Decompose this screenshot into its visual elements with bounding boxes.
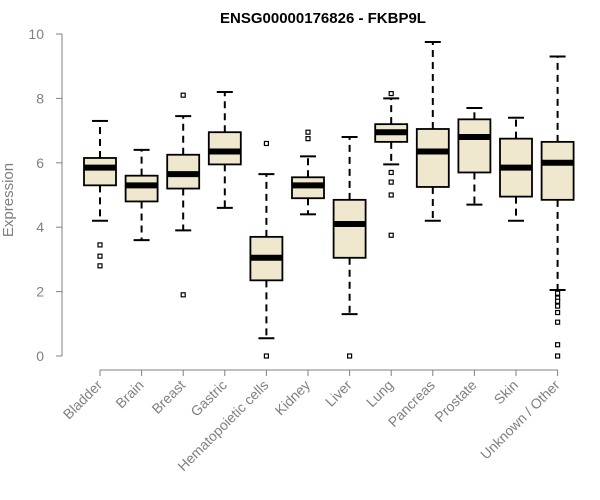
box-lung bbox=[374, 90, 409, 238]
boxes-group bbox=[83, 41, 575, 359]
box-brain bbox=[124, 148, 159, 242]
y-tick-label: 6 bbox=[36, 155, 44, 171]
x-tick-label: Kidney bbox=[272, 377, 314, 419]
outlier-point bbox=[180, 292, 186, 298]
box-iqr bbox=[83, 157, 117, 187]
box-iqr bbox=[332, 198, 367, 259]
y-tick-label: 8 bbox=[36, 90, 44, 106]
box-unknown-other bbox=[540, 55, 575, 359]
outlier-point bbox=[97, 242, 103, 248]
outlier-point bbox=[388, 169, 394, 176]
y-tick-label: 4 bbox=[36, 219, 44, 235]
outlier-point bbox=[388, 179, 394, 185]
x-tick-label: Skin bbox=[491, 377, 522, 408]
box-prostate bbox=[457, 107, 492, 206]
box-breast bbox=[166, 92, 201, 298]
x-tick-label: Breast bbox=[148, 377, 188, 417]
box-iqr bbox=[207, 131, 242, 166]
outlier-point bbox=[180, 92, 186, 98]
outlier-point bbox=[554, 303, 561, 309]
outlier-point bbox=[554, 342, 561, 348]
outlier-point bbox=[554, 309, 561, 316]
x-tick-label: Prostate bbox=[431, 377, 479, 425]
box-gastric bbox=[207, 90, 242, 209]
outlier-point bbox=[347, 353, 353, 359]
outlier-point bbox=[97, 253, 103, 259]
x-tick-label: Liver bbox=[322, 377, 355, 410]
outlier-point bbox=[554, 290, 561, 296]
y-axis-label: Expression bbox=[0, 163, 17, 237]
box-skin bbox=[499, 116, 533, 222]
box-hematopoietic-cells bbox=[249, 140, 284, 359]
box-iqr bbox=[415, 128, 450, 188]
x-tick-label: Unknown / Other bbox=[477, 377, 563, 463]
outlier-point bbox=[263, 140, 269, 147]
outlier-point bbox=[263, 353, 269, 359]
box-iqr bbox=[124, 174, 159, 203]
outlier-point bbox=[305, 129, 311, 135]
x-tick-label: Brain bbox=[112, 377, 146, 411]
x-tick-label: Bladder bbox=[60, 377, 106, 423]
outlier-point bbox=[388, 90, 394, 97]
x-tick-label: Lung bbox=[363, 377, 396, 410]
y-tick-label: 0 bbox=[36, 348, 44, 364]
y-axis: 0 2 4 6 8 10 bbox=[28, 26, 63, 364]
box-pancreas bbox=[415, 41, 450, 222]
box-liver bbox=[332, 136, 367, 359]
chart-title: ENSG00000176826 - FKBP9L bbox=[220, 10, 426, 27]
outlier-point bbox=[554, 353, 561, 359]
outlier-point bbox=[554, 298, 561, 304]
outlier-point bbox=[388, 192, 394, 198]
box-iqr bbox=[457, 118, 492, 174]
box-iqr bbox=[540, 140, 575, 201]
box-bladder bbox=[83, 119, 117, 269]
outlier-point bbox=[388, 232, 394, 238]
y-tick-label: 10 bbox=[28, 26, 44, 42]
outlier-point bbox=[97, 263, 103, 269]
y-tick-label: 2 bbox=[36, 284, 44, 300]
outlier-point bbox=[554, 319, 561, 325]
outlier-point bbox=[305, 136, 311, 142]
box-kidney bbox=[291, 129, 325, 216]
